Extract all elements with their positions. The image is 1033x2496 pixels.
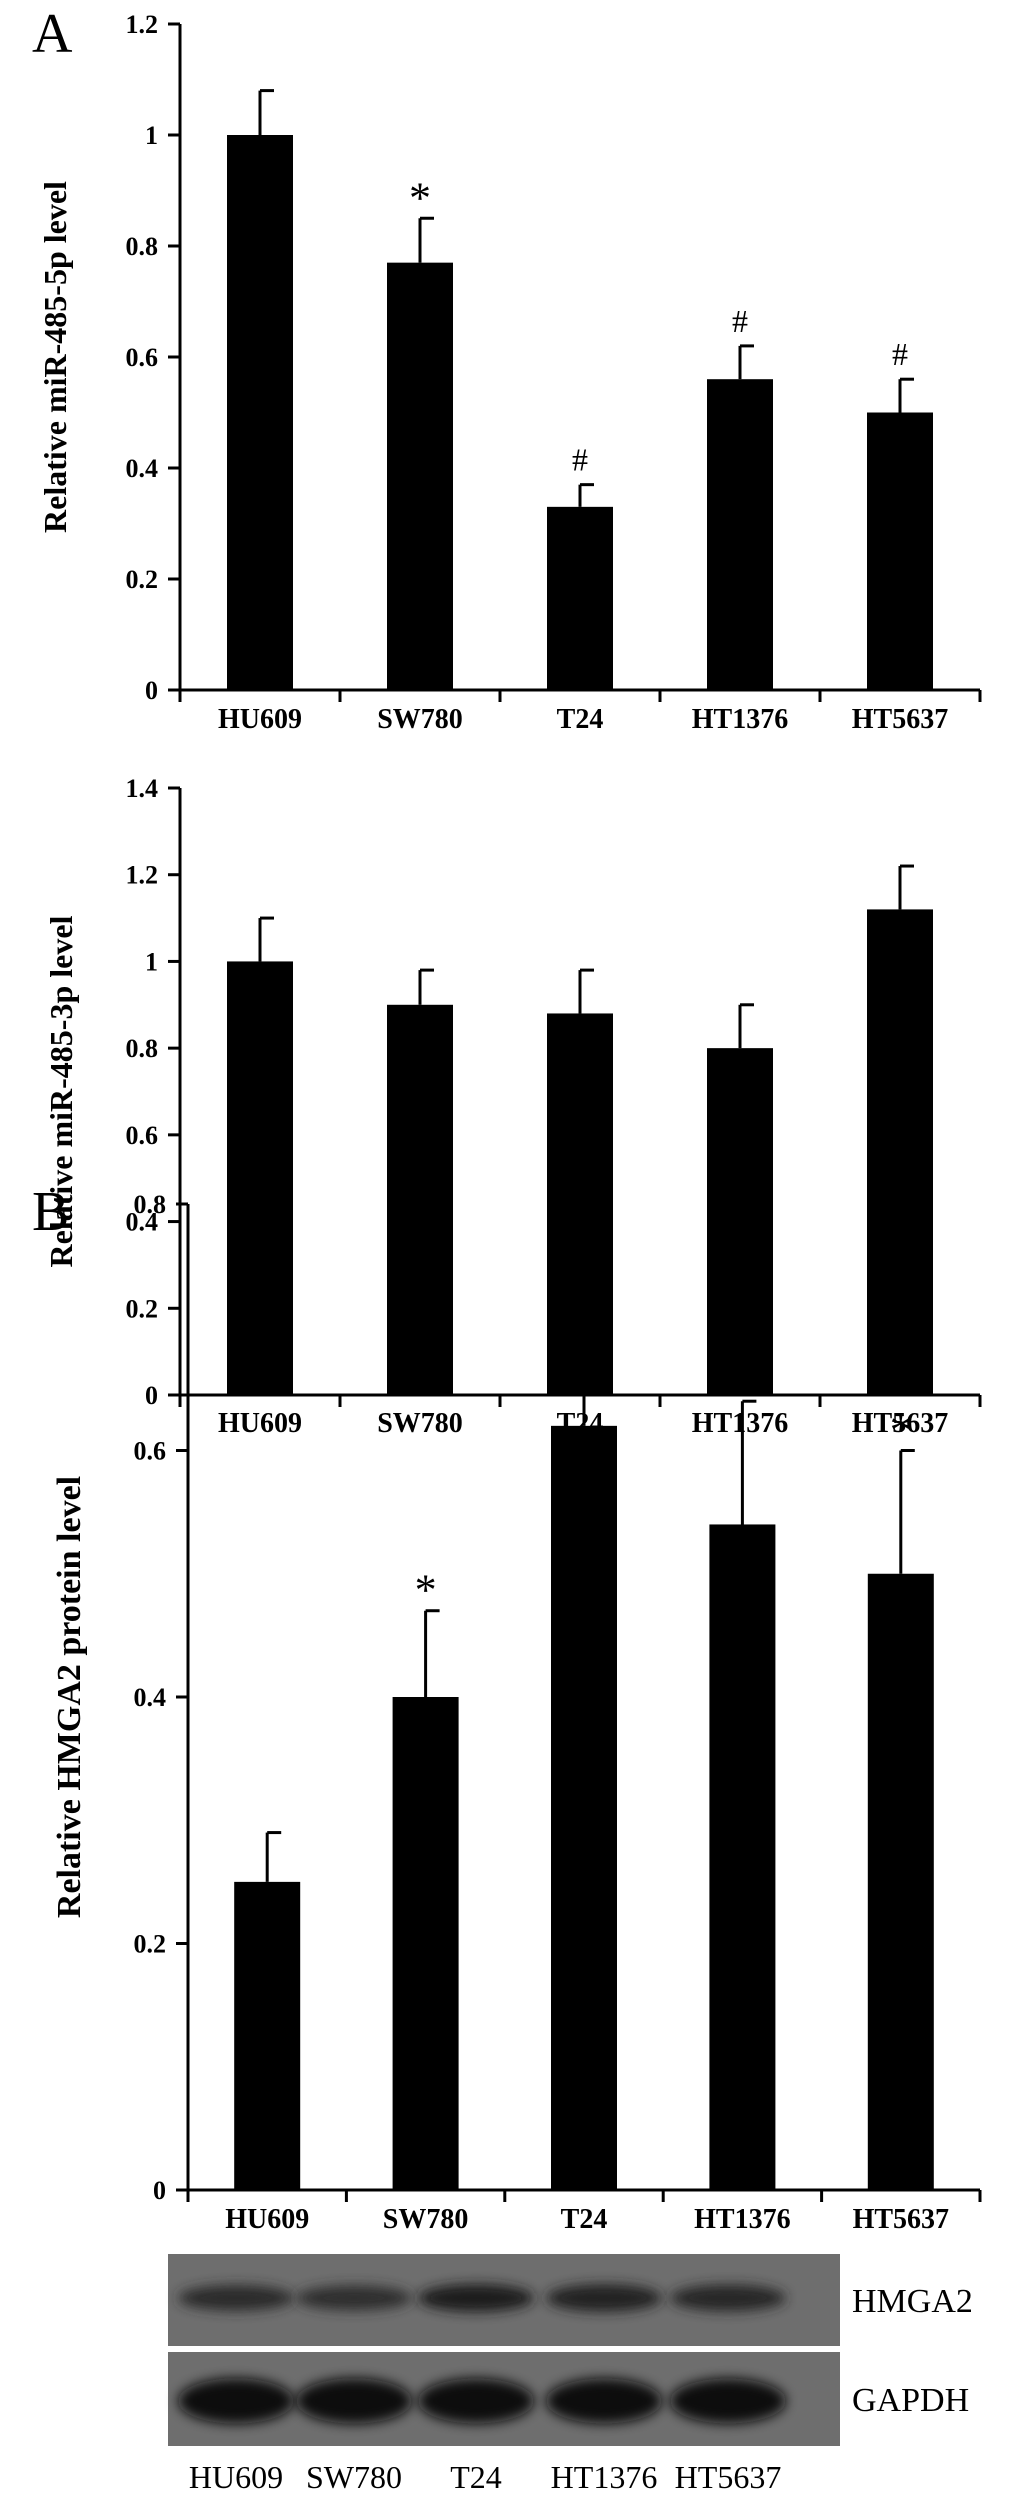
y-tick-label: 1 [145, 121, 158, 150]
bar-SW780 [392, 1697, 459, 2190]
panel-label: A [32, 3, 73, 65]
bar-HT5637 [867, 909, 933, 1395]
y-tick-label: 0.6 [126, 1121, 159, 1150]
y-tick-label: 0.8 [134, 1190, 167, 1219]
bar-HU609 [234, 1881, 301, 2190]
y-tick-label: 0.4 [126, 1208, 159, 1237]
blot-strip-HMGA2: HMGA2 [168, 2254, 973, 2346]
y-tick-label: 1.2 [126, 10, 159, 39]
y-axis-label: Relative miR-485-3p level [43, 915, 79, 1267]
category-label: HT5637 [852, 704, 948, 735]
blot-band-label: GAPDH [852, 2382, 969, 2419]
y-tick-label: 0.8 [126, 1034, 159, 1063]
blot-band [546, 2378, 662, 2424]
y-tick-label: 0.4 [134, 1683, 167, 1712]
y-tick-label: 0.2 [134, 1930, 167, 1959]
blot-band [670, 2284, 786, 2312]
category-label: HU609 [225, 2204, 309, 2235]
blot-band [670, 2378, 786, 2424]
category-label: HT5637 [852, 1408, 948, 1439]
y-tick-label: 0 [153, 2176, 166, 2205]
category-label: HT1376 [694, 2204, 790, 2235]
significance-mark: # [892, 336, 908, 372]
y-tick-label: 0.8 [126, 232, 159, 261]
chart-1: 0 0.2 0.4 0.6 0.8 1 1.2 HU609 * SW780 # T24 # HT1376 #… [32, 3, 982, 735]
category-label: HT1376 [692, 704, 788, 735]
y-tick-label: 0.2 [126, 565, 159, 594]
blot-lane-label: HT5637 [675, 2459, 782, 2495]
y-tick-label: 0.2 [126, 1294, 159, 1323]
blot-band-label: HMGA2 [852, 2283, 973, 2320]
blot-strip-GAPDH: GAPDH [168, 2352, 969, 2446]
blot-lane-label: HU609 [189, 2459, 283, 2495]
significance-mark: * [890, 1406, 912, 1455]
bar-HT5637 [867, 412, 933, 690]
category-label: HU609 [218, 704, 302, 735]
blot-lane-label: HT1376 [551, 2459, 658, 2495]
western-blot: HMGA2 GAPDH HU609 SW780 T24 HT1376 HT5637 [168, 2254, 973, 2495]
y-tick-label: 0 [145, 676, 158, 705]
category-label: HT1376 [692, 1408, 788, 1439]
category-label: SW780 [383, 2204, 469, 2235]
significance-mark: # [576, 1247, 592, 1283]
blot-band [296, 2378, 412, 2424]
chart-3: 00.20.40.60.8HU609*SW780#T24*HT1376*HT56… [32, 1181, 982, 2235]
bar-HU609 [227, 961, 293, 1395]
category-label: SW780 [377, 1408, 463, 1439]
panel-label: B [32, 1181, 69, 1243]
bar-T24 [547, 1013, 613, 1395]
y-tick-label: 1.4 [126, 774, 159, 803]
significance-mark: * [731, 1356, 753, 1405]
y-tick-label: 1 [145, 947, 158, 976]
blot-band [178, 2378, 294, 2424]
y-tick-label: 0.6 [126, 343, 159, 372]
bar-T24 [547, 506, 613, 690]
category-label: T24 [557, 704, 604, 735]
significance-mark: * [415, 1566, 437, 1615]
blot-band [418, 2284, 534, 2312]
bar-T24 [551, 1425, 617, 2190]
y-tick-label: 0.4 [126, 454, 159, 483]
significance-mark: * [409, 173, 431, 222]
bar-HT1376 [709, 1524, 776, 2190]
y-axis-label: Relative HMGA2 protein level [51, 1476, 88, 1918]
bar-HT1376 [707, 379, 773, 690]
blot-band [418, 2378, 534, 2424]
bar-HU609 [227, 135, 293, 690]
blot-band [296, 2285, 412, 2311]
category-label: T24 [561, 2204, 608, 2235]
bar-HT1376 [707, 1048, 773, 1395]
category-label: HU609 [218, 1408, 302, 1439]
y-axis-label: Relative miR-485-5p level [37, 181, 73, 533]
blot-band [178, 2285, 294, 2311]
category-label: SW780 [377, 704, 463, 735]
bar-SW780 [387, 1004, 453, 1395]
y-tick-label: 0.6 [134, 1437, 167, 1466]
blot-band [546, 2284, 662, 2312]
significance-mark: # [572, 442, 588, 478]
y-tick-label: 1.2 [126, 861, 159, 890]
blot-lane-label: SW780 [306, 2459, 402, 2495]
y-tick-label: 0 [145, 1381, 158, 1410]
significance-mark: # [732, 303, 748, 339]
category-label: HT5637 [853, 2204, 949, 2235]
bar-SW780 [387, 262, 453, 690]
bar-HT5637 [867, 1573, 934, 2190]
blot-lane-label: T24 [450, 2459, 502, 2495]
